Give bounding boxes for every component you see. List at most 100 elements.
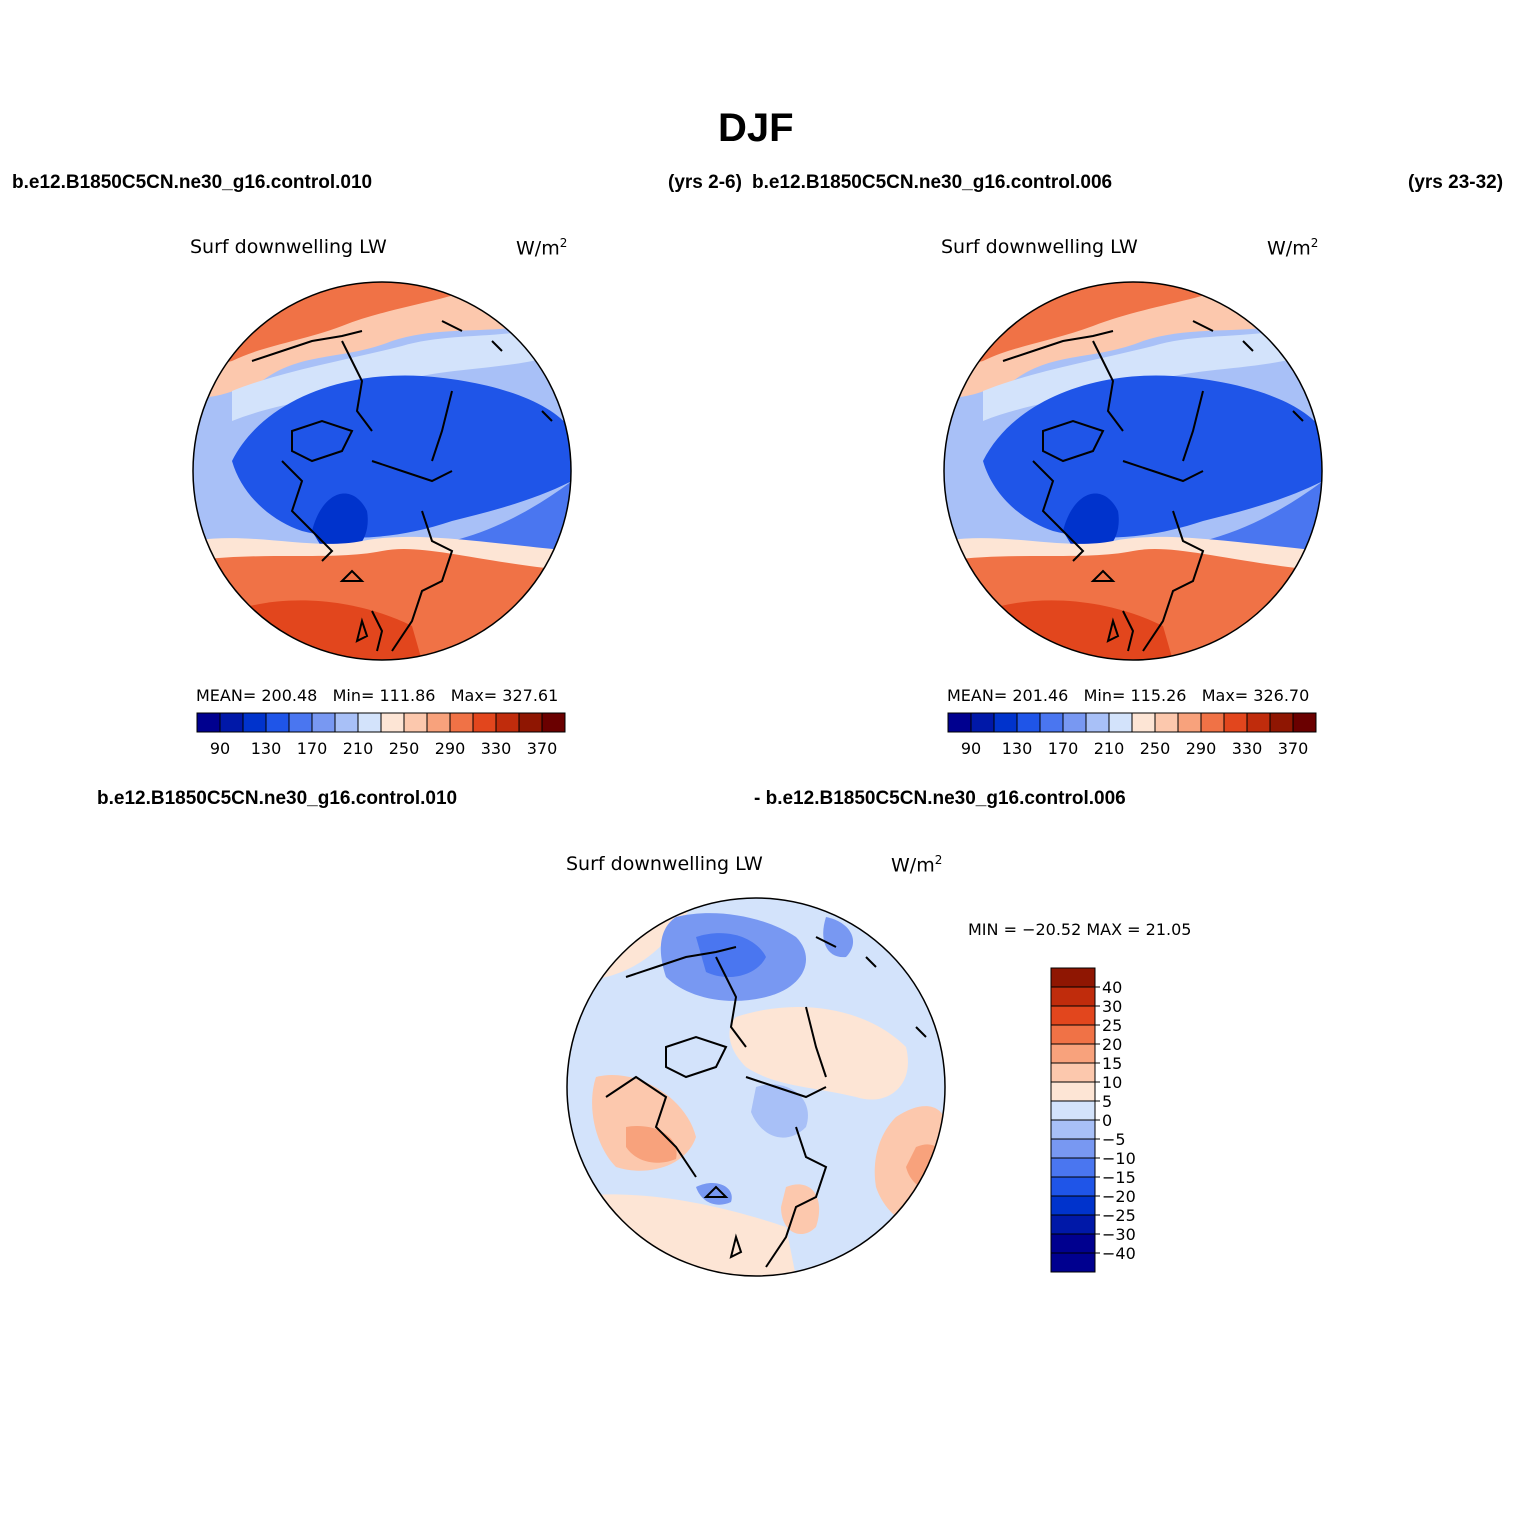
cold-anomaly-atlantic [696, 1182, 732, 1205]
cold-anomaly-ne [823, 917, 854, 958]
colorbar-swatch [1050, 986, 1096, 1007]
colorbar-tick-label: 170 [1048, 739, 1079, 758]
colorbar-swatch [1050, 1214, 1096, 1235]
colorbar-tick-label: 15 [1102, 1054, 1122, 1073]
cold-core [232, 375, 571, 538]
colorbar-tick-label: 90 [961, 739, 981, 758]
colorbar-swatch [1062, 712, 1087, 733]
colorbar-tick-label: 20 [1102, 1035, 1122, 1054]
diff-case-b: - b.e12.B1850C5CN.ne30_g16.control.006 [754, 788, 1126, 809]
colorbar-swatch [1016, 712, 1041, 733]
colorbar-tick-label: −5 [1102, 1130, 1126, 1149]
colorbar-swatch [1154, 712, 1179, 733]
colorbar-swatch [449, 712, 474, 733]
colorbar-swatch [1039, 712, 1064, 733]
colorbar-tick-label: −15 [1102, 1168, 1136, 1187]
cold-core [983, 375, 1322, 538]
colorbar-swatch [311, 712, 336, 733]
colorbar-tick-label: 10 [1102, 1073, 1122, 1092]
mid-blue-ring [1203, 481, 1322, 561]
colorbar-swatch [1223, 712, 1248, 733]
top-left-variable-label: Surf downwelling LW [190, 236, 387, 258]
colorbar-swatch [1050, 1024, 1096, 1045]
colorbar-swatch [1050, 1100, 1096, 1121]
colorbar-swatch [1200, 712, 1225, 733]
colorbar-tick-label: 90 [210, 739, 230, 758]
colorbar-swatch [196, 712, 221, 733]
colorbar-swatch [288, 712, 313, 733]
cold-pool-greenland [312, 493, 368, 557]
colorbar-tick-label: −30 [1102, 1225, 1136, 1244]
top-right-years: (yrs 23-32) [1408, 172, 1504, 193]
colorbar-tick-label: −25 [1102, 1206, 1136, 1225]
colorbar-tick-label: −20 [1102, 1187, 1136, 1206]
colorbar-tick-label: 130 [251, 739, 282, 758]
colorbar-tick-label: 5 [1102, 1092, 1112, 1111]
top-right-colorbar: 90 130 170 210 250 290 330 370 [947, 712, 1317, 758]
colorbar-swatch [265, 712, 290, 733]
diff-polar-map [566, 897, 946, 1277]
cold-pool-greenland [1063, 493, 1119, 557]
colorbar-tick-label: 25 [1102, 1016, 1122, 1035]
colorbar-tick-label: 250 [1140, 739, 1171, 758]
colorbar-swatch [380, 712, 405, 733]
colorbar-swatch [970, 712, 995, 733]
colorbar-swatch [541, 712, 566, 733]
colorbar-tick-label: 250 [389, 739, 420, 758]
colorbar-swatch [518, 712, 543, 733]
colorbar-swatch [1050, 1119, 1096, 1140]
cold-anomaly-center [751, 1084, 808, 1138]
map-boundary [943, 281, 1323, 661]
colorbar-swatch [1246, 712, 1271, 733]
colorbar-swatch [472, 712, 497, 733]
colorbar-swatch [357, 712, 382, 733]
colorbar-swatch [1050, 967, 1096, 988]
top-right-variable-label: Surf downwelling LW [941, 236, 1138, 258]
page-title: DJF [718, 106, 794, 150]
colorbar-tick-label: 330 [481, 739, 512, 758]
warm-anomaly-scandinavia [781, 1184, 820, 1235]
top-right-units: W/m2 [1267, 236, 1319, 260]
map-boundary [192, 281, 572, 661]
diff-units: W/m2 [891, 853, 943, 877]
colorbar-swatch [1050, 1081, 1096, 1102]
colorbar-swatch [219, 712, 244, 733]
diff-case-a: b.e12.B1850C5CN.ne30_g16.control.010 [97, 788, 458, 809]
colorbar-swatch [334, 712, 359, 733]
colorbar-swatch [1108, 712, 1133, 733]
colorbar-swatch [242, 712, 267, 733]
colorbar-swatch [1131, 712, 1156, 733]
colorbar-tick-label: 370 [1278, 739, 1309, 758]
colorbar-tick-label: 210 [1094, 739, 1125, 758]
colorbar-swatch [1050, 1233, 1096, 1254]
colorbar-swatch [1050, 1176, 1096, 1197]
colorbar-swatch [993, 712, 1018, 733]
colorbar-swatch [1085, 712, 1110, 733]
coastline-paths [251, 320, 553, 652]
top-left-stats: MEAN= 200.48 Min= 111.86 Max= 327.61 [196, 686, 559, 705]
colorbar-tick-label: 330 [1232, 739, 1263, 758]
top-left-years: (yrs 2-6) [668, 172, 742, 193]
colorbar-swatch [1269, 712, 1294, 733]
colorbar-swatch [1292, 712, 1317, 733]
colorbar-swatch [947, 712, 972, 733]
colorbar-tick-label: 40 [1102, 978, 1122, 997]
coastline-paths [1002, 320, 1304, 652]
colorbar-tick-label: 0 [1102, 1111, 1112, 1130]
diff-variable-label: Surf downwelling LW [566, 853, 763, 875]
top-left-units: W/m2 [516, 236, 568, 260]
coastline-paths [605, 936, 927, 1268]
colorbar-swatch [1050, 1157, 1096, 1178]
colorbar-swatch [1050, 1062, 1096, 1083]
top-right-polar-map [943, 281, 1323, 661]
colorbar-swatch [403, 712, 428, 733]
colorbar-swatch [1050, 1195, 1096, 1216]
colorbar-tick-label: −40 [1102, 1244, 1136, 1263]
colorbar-tick-label: 370 [527, 739, 558, 758]
top-left-colorbar: 90 130 170 210 250 290 330 370 [196, 712, 566, 758]
colorbar-swatch [495, 712, 520, 733]
colorbar-swatch [426, 712, 451, 733]
map-boundary [566, 897, 946, 1277]
colorbar-tick-label: 290 [1186, 739, 1217, 758]
